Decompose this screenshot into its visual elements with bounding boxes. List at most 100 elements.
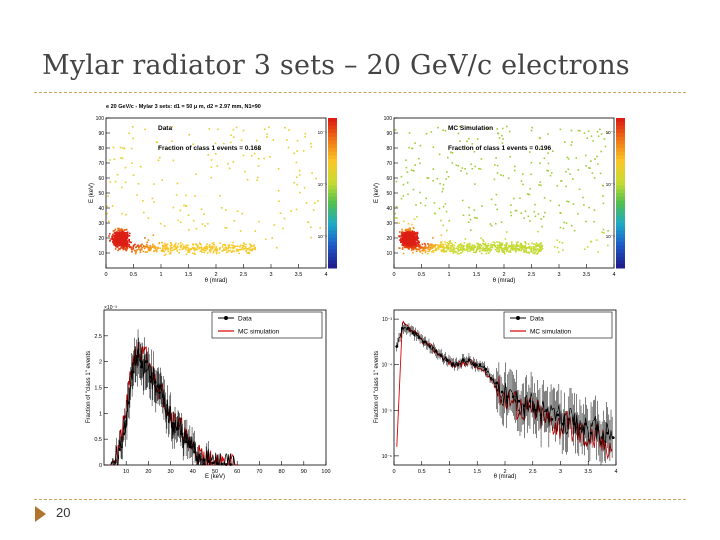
heatmap-cell — [424, 247, 427, 250]
heatmap-cell — [161, 179, 163, 181]
heatmap-cell — [464, 238, 467, 240]
heatmap-cell — [310, 236, 312, 239]
heatmap-cell — [537, 248, 539, 250]
heatmap-cell — [159, 247, 161, 250]
heatmap-cell — [407, 240, 409, 242]
colorbar-segment — [616, 125, 625, 130]
heatmap-cell — [116, 243, 119, 246]
data-point — [202, 458, 206, 462]
heatmap-cell — [445, 246, 448, 248]
heatmap-cell — [506, 250, 508, 252]
heatmap-cell — [243, 247, 246, 250]
heatmap-cell — [482, 243, 485, 246]
heatmap-cell — [304, 132, 307, 135]
y-tick-label: 40 — [98, 206, 104, 212]
data-point — [484, 367, 487, 371]
heatmap-cell — [116, 231, 118, 234]
heatmap-cell — [452, 247, 455, 250]
heatmap-cell — [165, 245, 168, 247]
heatmap-cell — [207, 222, 209, 225]
heatmap-cell — [174, 246, 177, 248]
heatmap-cell — [413, 227, 415, 230]
heatmap-cell — [457, 250, 460, 252]
colorbar-segment — [616, 260, 625, 265]
heatmap-cell — [283, 217, 286, 220]
heatmap-cell — [236, 210, 239, 213]
heatmap-cell — [180, 246, 182, 249]
heatmap-cell — [256, 176, 259, 179]
heatmap-cell — [434, 246, 436, 248]
data-point — [118, 448, 121, 451]
heatmap-cell — [195, 243, 198, 246]
heatmap-cell — [543, 157, 546, 159]
data-point — [495, 381, 499, 385]
heatmap-cell — [490, 249, 493, 251]
heatmap-cell — [200, 208, 203, 211]
colorbar-segment — [616, 264, 625, 269]
heatmap-cell — [484, 250, 486, 252]
heatmap-cell — [473, 244, 475, 247]
heatmap-cell — [447, 156, 449, 159]
heatmap-cell — [538, 246, 541, 248]
heatmap-cell — [246, 252, 248, 254]
heatmap-cell — [411, 244, 413, 247]
heatmap-cell — [125, 247, 128, 249]
heatmap-cell — [225, 249, 227, 251]
heatmap-cell — [242, 248, 245, 251]
heatmap-cell — [119, 146, 122, 149]
heatmap-cell — [440, 241, 443, 243]
heatmap-cell — [415, 248, 418, 251]
heatmap-cell — [602, 228, 605, 231]
heatmap-cell — [208, 128, 211, 130]
heatmap-cell — [250, 155, 253, 157]
heatmap-cell — [411, 239, 414, 242]
heatmap-cell — [162, 244, 164, 247]
heatmap-cell — [119, 232, 121, 234]
heatmap-cell — [597, 135, 600, 137]
heatmap-cell — [467, 126, 469, 128]
heatmap-cell — [125, 249, 127, 252]
legend-data-label: Data — [530, 316, 544, 323]
heatmap-cell — [505, 231, 508, 233]
heatmap-cell — [494, 242, 496, 244]
heatmap-cell — [229, 249, 232, 252]
heatmap-cell — [520, 247, 522, 249]
data-point — [556, 413, 560, 417]
heatmap-cell — [604, 145, 607, 148]
heatmap-cell — [500, 243, 502, 246]
colorbar-segment — [616, 144, 625, 149]
heatmap-cell — [134, 252, 137, 255]
heatmap-cell — [412, 169, 415, 172]
heatmap-cell — [215, 246, 217, 248]
heatmap-cell — [507, 250, 510, 253]
heatmap-cell — [452, 244, 454, 246]
heatmap-cell — [602, 195, 604, 197]
heatmap-cell — [121, 243, 124, 246]
heatmap-cell — [423, 246, 426, 248]
heatmap-cell — [590, 160, 592, 162]
heatmap-cell — [406, 238, 409, 240]
heatmap-cell — [496, 164, 499, 167]
colorbar-segment — [616, 219, 625, 224]
heatmap-cell — [556, 246, 559, 249]
colorbar-segment — [328, 129, 337, 134]
heatmap-cell — [153, 245, 155, 248]
heatmap-cell — [469, 250, 471, 252]
y-tick-labels: 00.511.522.5 — [94, 334, 108, 469]
legend-box — [503, 311, 613, 339]
heatmap-cell — [187, 251, 189, 253]
heatmap-cell — [249, 243, 251, 246]
heatmap-cell — [519, 244, 521, 246]
heatmap-cell — [413, 240, 416, 242]
plot-frame — [393, 117, 615, 269]
heatmap-cell — [424, 244, 427, 246]
heatmap-cell — [513, 197, 515, 200]
heatmap-cell — [443, 247, 446, 249]
legend-data-marker — [516, 316, 520, 320]
heatmap-cell — [535, 242, 538, 244]
heatmap-cell — [416, 239, 418, 241]
heatmap-fraction: Fraction of class 1 events = 0.168 — [158, 145, 262, 152]
heatmap-cell — [193, 249, 196, 252]
y-tick-label: 2 — [99, 360, 102, 366]
x-tick-label: 1 — [447, 272, 450, 278]
